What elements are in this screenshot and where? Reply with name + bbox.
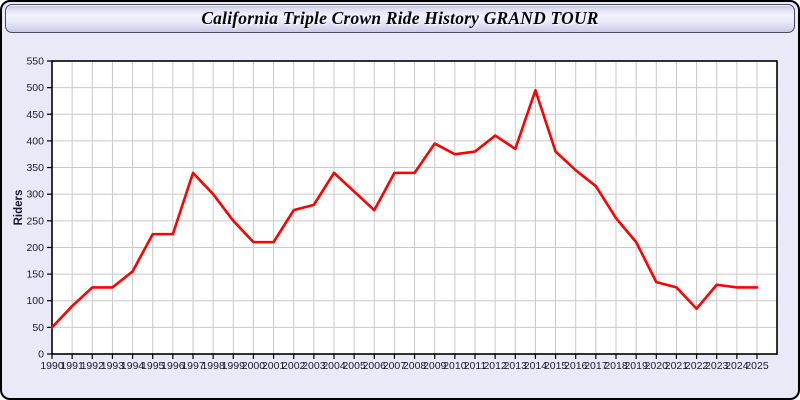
y-axis-label: 100 <box>26 295 44 307</box>
x-axis-label: 2010 <box>443 360 467 372</box>
x-axis-label: 2020 <box>645 360 669 372</box>
y-axis-label: 500 <box>26 82 44 94</box>
x-axis-label: 2007 <box>383 360 407 372</box>
x-axis-label: 1999 <box>222 360 246 372</box>
x-axis-label: 1996 <box>161 360 185 372</box>
x-axis-label: 2000 <box>242 360 266 372</box>
x-axis-label: 1991 <box>60 360 84 372</box>
x-axis-label: 2006 <box>363 360 387 372</box>
x-axis-label: 1994 <box>121 360 145 372</box>
y-axis-label: 550 <box>26 56 44 68</box>
y-axis-label: 250 <box>26 215 44 227</box>
x-axis-label: 2019 <box>624 360 648 372</box>
x-axis-label: 2017 <box>584 360 608 372</box>
x-axis-labels: 1990199119921993199419951996199719981999… <box>40 360 769 372</box>
axis-ticks <box>47 60 758 359</box>
grid-lines <box>51 60 777 355</box>
x-axis-label: 2003 <box>302 360 326 372</box>
x-axis-label: 2024 <box>725 360 749 372</box>
x-axis-label: 2008 <box>403 360 427 372</box>
y-axis-label: 50 <box>32 322 44 334</box>
x-axis-label: 2013 <box>504 360 528 372</box>
x-axis-label: 1997 <box>181 360 205 372</box>
x-axis-label: 2021 <box>665 360 689 372</box>
chart-title: California Triple Crown Ride History GRA… <box>201 8 599 28</box>
x-axis-label: 2004 <box>322 360 346 372</box>
y-axis-labels: 0 50 100 150 200 250 300 350 400 450 500 550 <box>26 56 44 361</box>
x-axis-label: 2014 <box>524 360 548 372</box>
y-axis-label: 300 <box>26 189 44 201</box>
x-axis-label: 2022 <box>685 360 709 372</box>
riders-line <box>50 89 759 329</box>
x-axis-label: 1993 <box>101 360 125 372</box>
y-axis-label: 400 <box>26 135 44 147</box>
x-axis-label: 1992 <box>81 360 105 372</box>
title-bar: California Triple Crown Ride History GRA… <box>5 4 795 33</box>
x-axis-label: 1998 <box>201 360 225 372</box>
x-axis-label: 2011 <box>464 360 487 372</box>
x-axis-label: 2025 <box>745 360 769 372</box>
riders-data-line <box>50 89 759 329</box>
y-axis-title-text: Riders <box>13 190 25 226</box>
y-axis-label: 350 <box>26 162 44 174</box>
y-axis-title: Riders <box>13 190 25 226</box>
x-axis-label: 2018 <box>604 360 628 372</box>
y-axis-label: 450 <box>26 109 44 121</box>
x-axis-label: 2012 <box>483 360 507 372</box>
x-axis-label: 2002 <box>282 360 306 372</box>
x-axis-label: 2023 <box>705 360 729 372</box>
x-axis-label: 2009 <box>423 360 447 372</box>
y-axis-label: 0 <box>38 349 44 361</box>
y-axis-label: 150 <box>26 269 44 281</box>
x-axis-label: 2005 <box>342 360 366 372</box>
x-axis-label: 1995 <box>141 360 165 372</box>
x-axis-label: 1990 <box>40 360 64 372</box>
x-axis-label: 2015 <box>544 360 568 372</box>
x-axis-label: 2016 <box>564 360 588 372</box>
x-axis-label: 2001 <box>262 360 286 372</box>
y-axis-label: 200 <box>26 242 44 254</box>
